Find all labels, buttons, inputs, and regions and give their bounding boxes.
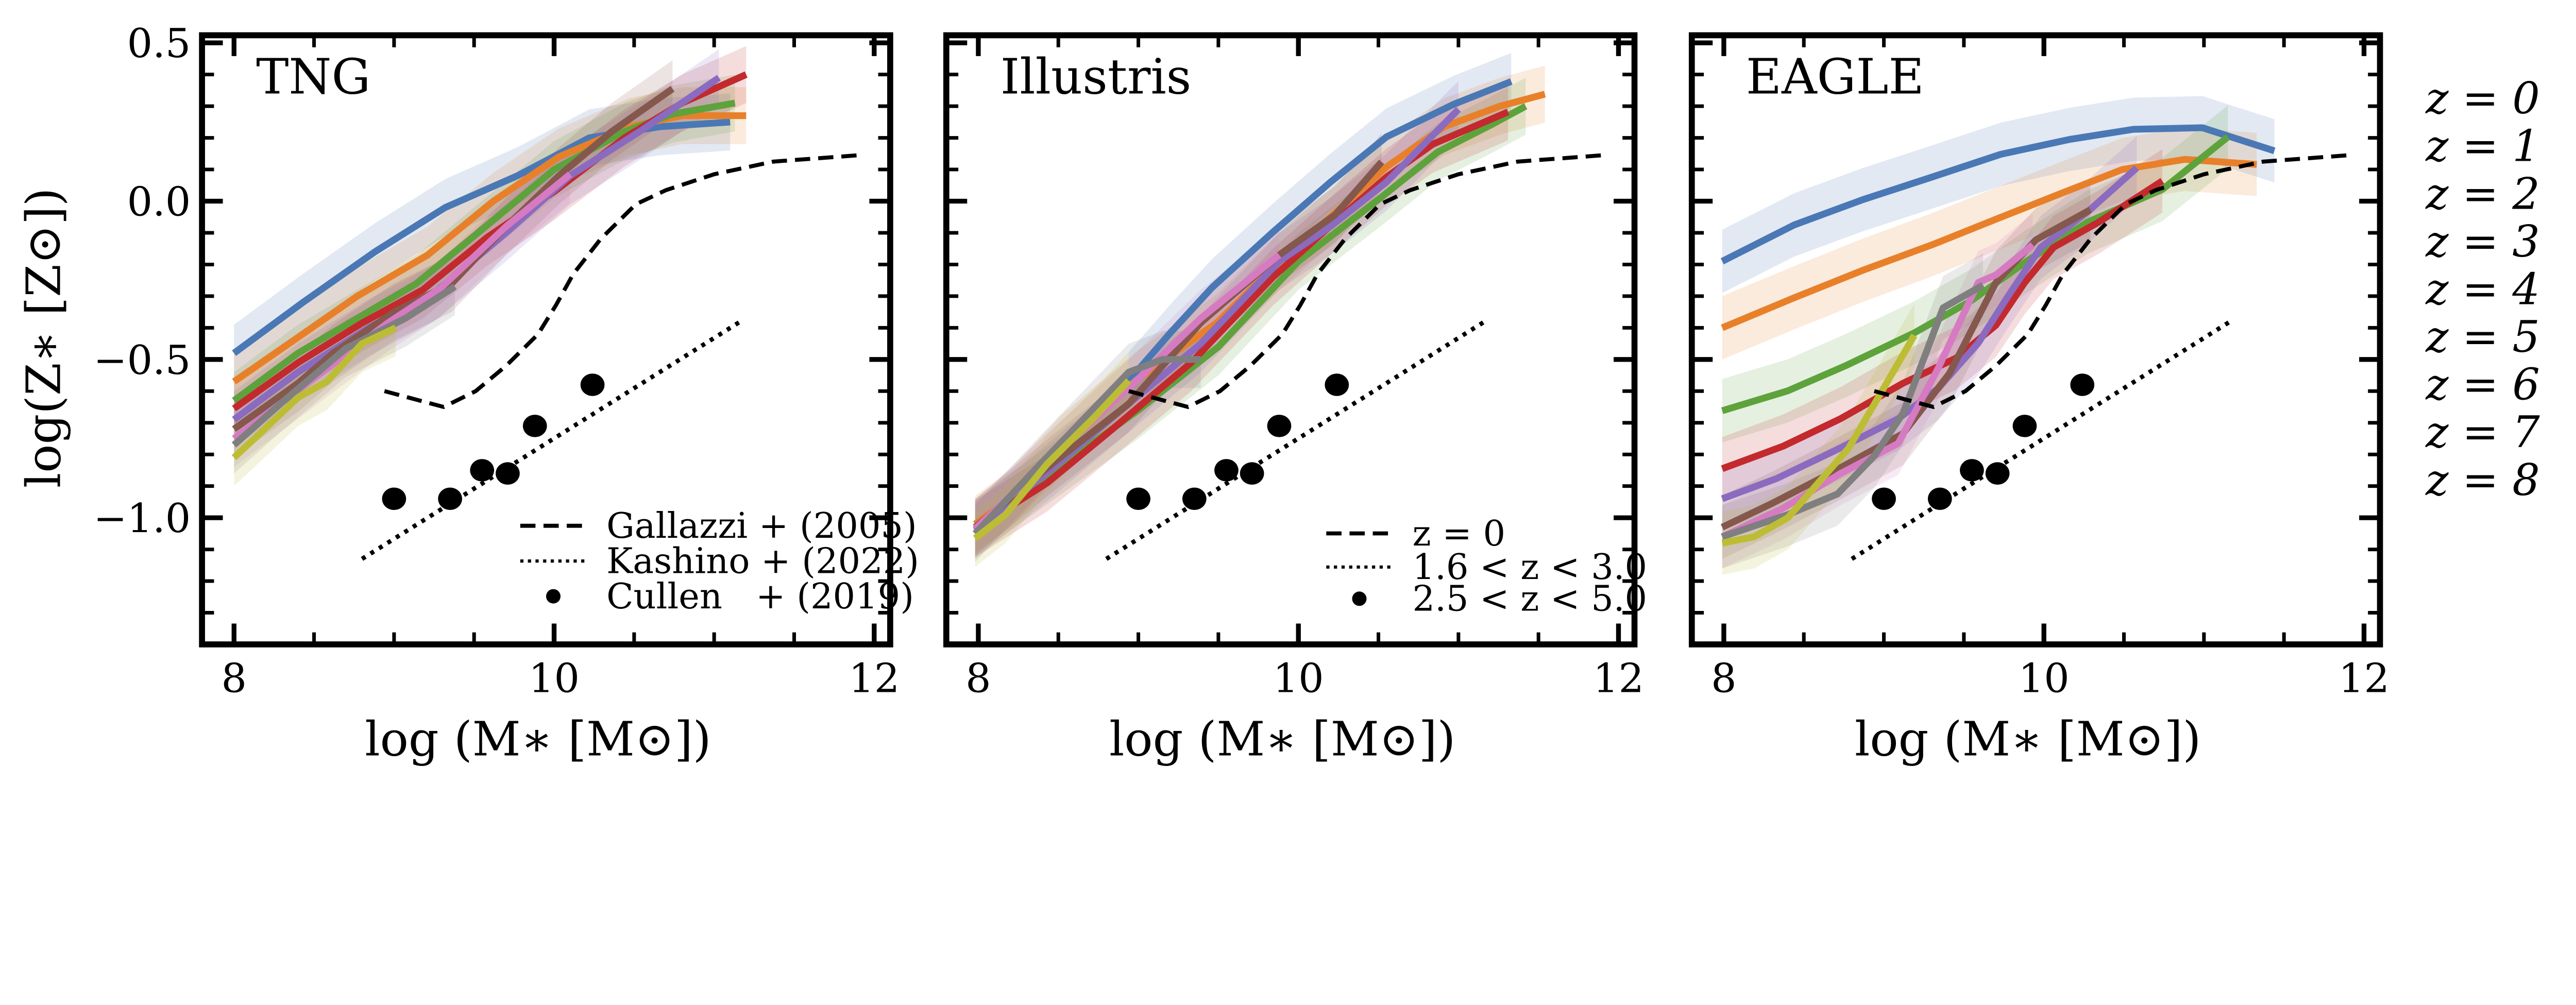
legend-entry-z8: z = 8 bbox=[2425, 455, 2540, 505]
reference-data-point bbox=[522, 415, 547, 437]
legend-label: 1.6 < z < 3.0 bbox=[1413, 547, 1648, 588]
reference-data-point bbox=[1126, 487, 1150, 510]
x-axis-label: log (M∗ [M⊙]) bbox=[365, 711, 711, 766]
axes-frame bbox=[943, 32, 1638, 648]
plot-area bbox=[1720, 96, 2348, 575]
series-line-z4 bbox=[1721, 165, 2139, 502]
panel-title: EAGLE bbox=[1746, 48, 1924, 105]
scatter-band-z2 bbox=[1722, 105, 2228, 442]
y-tick-label: −0.5 bbox=[93, 337, 191, 384]
x-tick-label: 10 bbox=[2019, 656, 2070, 702]
series-line-z7 bbox=[231, 283, 457, 448]
reference-data-point bbox=[1872, 487, 1896, 510]
legend-entry-z1: z = 1 bbox=[2425, 121, 2540, 172]
legend-label: Gallazzi + (2005) bbox=[606, 505, 917, 547]
reference-legend: z = 01.6 < z < 3.02.5 < z < 5.0 bbox=[1326, 513, 1647, 620]
redshift-legend: z = 0z = 1z = 2z = 3z = 4z = 5z = 6z = 7… bbox=[2425, 73, 2540, 505]
x-tick-label: 8 bbox=[221, 656, 247, 702]
legend-dot-swatch bbox=[1352, 591, 1367, 606]
legend-entry-z5: z = 5 bbox=[2425, 312, 2540, 362]
axes-frame bbox=[1688, 32, 2383, 648]
scatter-band-z7 bbox=[1722, 253, 1984, 569]
legend-label: 2.5 < z < 5.0 bbox=[1413, 578, 1648, 620]
reference-data-point bbox=[2012, 415, 2037, 437]
reference-dashed-line bbox=[1128, 153, 1603, 410]
plot-area bbox=[972, 53, 1603, 567]
y-tick-label: −1.0 bbox=[93, 496, 191, 542]
x-tick-label: 12 bbox=[2338, 656, 2389, 702]
scatter-band-z0 bbox=[1128, 53, 1512, 410]
reference-data-point bbox=[1927, 487, 1952, 510]
panel-eagle: 8 10 12 log (M∗ [M⊙]) EAGLE bbox=[1688, 32, 2389, 766]
reference-data-point bbox=[1960, 459, 1984, 482]
series-line-z0 bbox=[1126, 78, 1513, 383]
x-tick-label: 12 bbox=[849, 656, 900, 702]
axes-frame bbox=[199, 32, 893, 648]
reference-data-point bbox=[1214, 459, 1239, 482]
legend-dot-swatch bbox=[546, 589, 561, 604]
reference-data-point bbox=[1267, 415, 1292, 437]
y-tick-label: 0.5 bbox=[127, 21, 191, 67]
series-line-z5 bbox=[232, 86, 675, 432]
reference-dashed-line bbox=[384, 153, 859, 410]
reference-data-point bbox=[438, 487, 462, 510]
reference-data-point bbox=[1325, 373, 1349, 396]
reference-data-point bbox=[1985, 462, 2010, 485]
series-line-z8 bbox=[1721, 333, 1918, 547]
legend-label: z = 0 bbox=[1413, 513, 1506, 554]
reference-data-point bbox=[1182, 487, 1207, 510]
panel-illustris: 8 10 12 log (M∗ [M⊙]) Illustris z = 01.6 < z … bbox=[943, 32, 1647, 766]
panel-title: Illustris bbox=[1001, 48, 1192, 105]
scatter-band-z1 bbox=[975, 65, 1545, 553]
panel-tng: 8 10 12 0.5 0.0 −0.5 −1.0 log(Z∗ [Z⊙]) log (M∗ [… bbox=[16, 21, 919, 766]
series-line-z7 bbox=[972, 356, 1201, 536]
reference-data-point bbox=[496, 462, 520, 485]
plot-area bbox=[231, 46, 859, 561]
reference-data-point bbox=[580, 373, 605, 396]
x-axis-label: log (M∗ [M⊙]) bbox=[1855, 711, 2201, 766]
y-tick-label: 0.0 bbox=[127, 179, 191, 226]
scatter-band-z4 bbox=[1722, 136, 2137, 531]
series-line-z8 bbox=[973, 378, 1131, 541]
legend-entry-z3: z = 3 bbox=[2425, 216, 2540, 267]
reference-data-point bbox=[382, 487, 406, 510]
scatter-band-z1 bbox=[1722, 127, 2257, 360]
series-line-z6 bbox=[1721, 242, 2035, 540]
x-tick-label: 10 bbox=[529, 656, 580, 702]
x-axis-label: log (M∗ [M⊙]) bbox=[1109, 711, 1455, 766]
series-line-z1 bbox=[1721, 156, 2257, 331]
reference-data-point bbox=[470, 459, 495, 482]
reference-legend: Gallazzi + (2005)Kashino + (2022)Cullen … bbox=[520, 505, 919, 617]
scatter-band-z0 bbox=[1722, 96, 2275, 293]
series-line-z0 bbox=[1720, 124, 2276, 265]
legend-label: Kashino + (2022) bbox=[606, 540, 919, 582]
legend-entry-z7: z = 7 bbox=[2425, 407, 2540, 457]
legend-label: Cullen + (2019) bbox=[606, 576, 914, 617]
x-tick-label: 8 bbox=[965, 656, 991, 702]
legend-entry-z4: z = 4 bbox=[2425, 264, 2540, 314]
x-tick-label: 8 bbox=[1711, 656, 1737, 702]
panel-title: TNG bbox=[256, 48, 370, 105]
legend-entry-z0: z = 0 bbox=[2425, 73, 2540, 124]
legend-entry-z2: z = 2 bbox=[2425, 168, 2540, 219]
legend-entry-z6: z = 6 bbox=[2425, 360, 2540, 410]
x-tick-label: 10 bbox=[1273, 656, 1324, 702]
y-axis-label: log(Z∗ [Z⊙]) bbox=[16, 188, 72, 488]
reference-data-point bbox=[2070, 373, 2095, 396]
figure: 8 10 12 0.5 0.0 −0.5 −1.0 log(Z∗ [Z⊙]) log (M∗ [… bbox=[16, 21, 2540, 766]
series-line-z8 bbox=[231, 325, 397, 461]
x-tick-label: 12 bbox=[1593, 656, 1644, 702]
reference-dashed-line bbox=[1873, 153, 2348, 410]
reference-data-point bbox=[1240, 462, 1264, 485]
panels: 8 10 12 0.5 0.0 −0.5 −1.0 log(Z∗ [Z⊙]) log (M∗ [… bbox=[16, 21, 2389, 766]
scatter-band-z1 bbox=[234, 87, 747, 411]
